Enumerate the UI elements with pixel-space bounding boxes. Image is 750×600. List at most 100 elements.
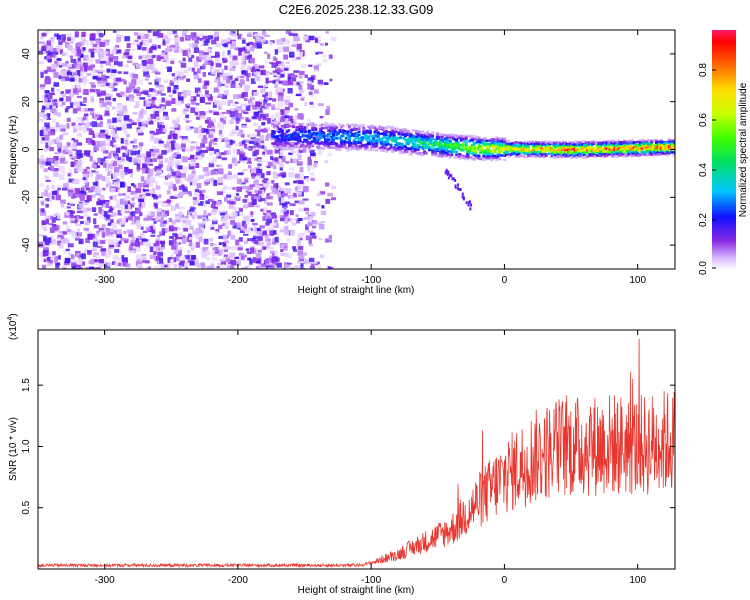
spectrogram-cell bbox=[162, 41, 166, 46]
spectrogram-cell bbox=[131, 236, 135, 243]
spectrogram-cell bbox=[154, 92, 160, 96]
spectrogram-cell bbox=[38, 234, 44, 237]
spectrogram-cell bbox=[136, 223, 142, 230]
spectrogram-cell bbox=[150, 218, 156, 221]
spectrogram-cell bbox=[185, 120, 190, 123]
spectrogram-cell bbox=[210, 55, 217, 58]
spectrogram-cell bbox=[467, 146, 471, 149]
spectrogram-cell bbox=[154, 117, 158, 122]
spectrogram-cell bbox=[148, 38, 153, 43]
spectrogram-cell bbox=[292, 133, 296, 136]
spectrogram-cell bbox=[490, 158, 494, 162]
spectrogram-cell bbox=[113, 183, 119, 189]
spectrogram-cell bbox=[289, 167, 295, 171]
spectrogram-cell bbox=[400, 143, 404, 146]
spectrogram-cell bbox=[283, 225, 289, 231]
spectrogram-cell bbox=[212, 247, 217, 251]
spectrogram-cell bbox=[290, 147, 294, 151]
spectrogram-cell bbox=[109, 214, 114, 218]
spectrogram-cell bbox=[472, 157, 476, 160]
spectrogram-cell bbox=[201, 264, 206, 269]
spectrogram-cell bbox=[135, 209, 141, 214]
spectrogram-cell bbox=[389, 146, 393, 149]
spectrogram-cell bbox=[54, 160, 59, 167]
spectrogram-cell bbox=[150, 224, 156, 230]
spectrogram-cell bbox=[289, 203, 296, 207]
spectrogram-cell bbox=[302, 198, 309, 201]
spectrogram-cell bbox=[251, 116, 258, 120]
spectrogram-cell bbox=[347, 126, 351, 129]
spectrogram-cell bbox=[352, 139, 356, 142]
spectrogram-cell bbox=[91, 164, 97, 168]
spectrogram-cell bbox=[329, 54, 333, 59]
spectrogram-cell bbox=[230, 259, 237, 266]
spectrogram-cell bbox=[263, 199, 268, 204]
spectrogram-cell bbox=[311, 139, 315, 143]
spectrogram-cell bbox=[354, 132, 358, 135]
spectrogram-cell bbox=[239, 154, 245, 159]
spectrogram-cell bbox=[195, 162, 200, 169]
spectrogram-cell bbox=[187, 176, 194, 183]
spectrogram-cell bbox=[138, 130, 142, 134]
spectrogram-cell bbox=[296, 56, 301, 60]
spectrogram-cell bbox=[186, 138, 190, 143]
spectrogram-cell bbox=[239, 116, 245, 120]
spectrogram-cell bbox=[204, 48, 209, 52]
spectrogram-cell bbox=[501, 147, 505, 151]
spectrogram-cell bbox=[141, 257, 146, 264]
spectrogram-cell bbox=[283, 245, 288, 248]
spectrogram-cell bbox=[155, 106, 160, 109]
spectrogram-cell bbox=[59, 49, 63, 55]
spectrogram-cell bbox=[171, 154, 177, 158]
spectrogram-cell bbox=[333, 124, 337, 128]
spectrogram-cell bbox=[456, 135, 460, 138]
spectrogram-cell bbox=[306, 140, 310, 144]
spectrogram-cell bbox=[74, 188, 81, 194]
spectrogram-cell bbox=[227, 149, 231, 155]
spectrogram-cell bbox=[99, 140, 106, 146]
spectrogram-cell bbox=[65, 89, 72, 94]
spectrogram-cell bbox=[136, 159, 142, 164]
spectrogram-cell bbox=[83, 89, 89, 95]
spectrogram-cell bbox=[44, 215, 49, 219]
spectrogram-cell bbox=[198, 78, 202, 83]
spectrogram-cell bbox=[103, 211, 108, 217]
spectrogram-cell bbox=[333, 141, 337, 145]
spectrogram-cell bbox=[243, 215, 249, 221]
spectrogram-cell bbox=[99, 98, 105, 101]
spectrogram-cell bbox=[81, 188, 85, 191]
spectrogram-cell bbox=[349, 148, 353, 151]
spectrogram-cell bbox=[424, 139, 428, 143]
spectrogram-cell bbox=[193, 47, 200, 53]
spectrogram-cell bbox=[190, 157, 196, 162]
spectrogram-cell bbox=[74, 31, 79, 38]
spectrogram-cell bbox=[403, 145, 407, 148]
spectrogram-cell bbox=[95, 114, 101, 117]
spectrogram-cell bbox=[149, 119, 153, 125]
spectrogram-cell bbox=[307, 142, 311, 145]
spectrogram-cell bbox=[92, 43, 98, 47]
spectrogram-cell bbox=[266, 210, 271, 213]
spectrogram-cell bbox=[71, 36, 76, 42]
spectrogram-cell bbox=[121, 55, 126, 59]
spectrogram-cell bbox=[174, 35, 178, 38]
spectrogram-cell bbox=[301, 95, 306, 99]
spectrogram-cell bbox=[138, 146, 142, 152]
spectrogram-cell bbox=[118, 193, 123, 196]
spectrogram-cell bbox=[319, 191, 326, 195]
spectrogram-cell bbox=[153, 195, 159, 200]
spectrogram-cell bbox=[41, 244, 46, 248]
spectrogram-cell bbox=[173, 34, 179, 41]
spectrogram-cell bbox=[327, 134, 331, 138]
spectrogram-cell bbox=[147, 59, 154, 65]
spectrogram-cell bbox=[191, 255, 196, 260]
spectrogram-cell bbox=[445, 153, 449, 157]
spectrogram-cell bbox=[391, 137, 395, 141]
spectrogram-cell bbox=[62, 149, 66, 154]
spectrogram-cell bbox=[375, 140, 379, 143]
spectrogram-cell bbox=[370, 134, 374, 138]
spectrogram-cell bbox=[60, 128, 66, 132]
spectrogram-cell bbox=[79, 108, 85, 113]
spectrogram-cell bbox=[87, 65, 93, 71]
spectrogram-cell bbox=[85, 237, 90, 244]
